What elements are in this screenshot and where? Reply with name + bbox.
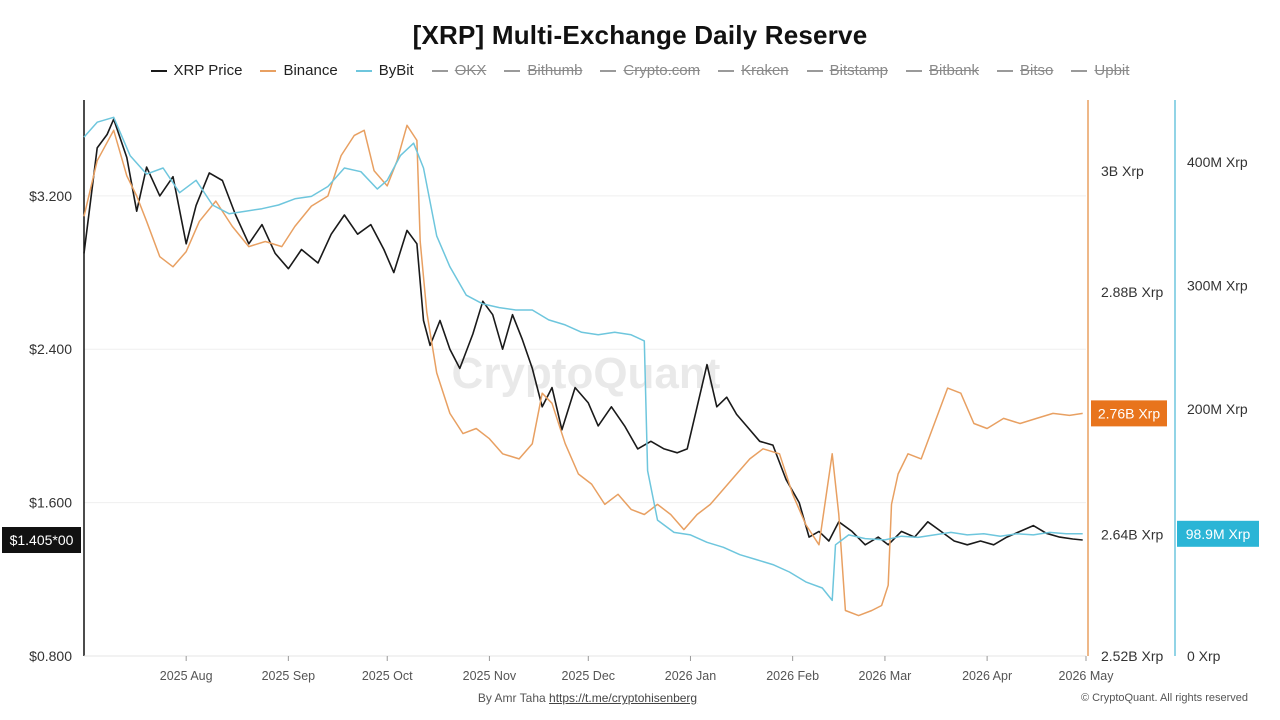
legend-swatch — [260, 69, 277, 72]
legend-label: Bitstamp — [829, 62, 888, 79]
legend-label: Bitbank — [929, 62, 980, 79]
y-tick-label-bybit: 300M Xrp — [1187, 277, 1248, 293]
y-tick-label-price: $3.200 — [29, 188, 72, 204]
legend-item-bybit[interactable]: ByBit — [355, 62, 414, 79]
y-tick-label-price: $1.600 — [29, 495, 72, 511]
y-tick-label-price: $0.800 — [29, 648, 72, 664]
credit-link[interactable]: https://t.me/cryptohisenberg — [549, 691, 698, 705]
series-lines — [83, 116, 1083, 617]
series-line-bybit — [83, 116, 1083, 602]
x-tick-label: 2025 Oct — [362, 669, 413, 683]
badge-bg — [1177, 520, 1259, 547]
badge-label: 98.9M Xrp — [1186, 526, 1251, 542]
legend-item-bitstamp[interactable]: Bitstamp — [806, 62, 888, 79]
current-value-badge-price: $1.405*00 — [2, 527, 81, 554]
legend-item-xrp-price[interactable]: XRP Price — [150, 62, 243, 79]
legend-swatch — [997, 69, 1014, 72]
legend-swatch — [431, 69, 448, 72]
y-tick-label-bybit: 400M Xrp — [1187, 154, 1248, 170]
legend-swatch — [1071, 69, 1088, 72]
axes — [83, 100, 1176, 661]
series-line-xrp-price — [83, 118, 1083, 546]
copyright: © CryptoQuant. All rights reserved — [1080, 692, 1248, 704]
y-tick-label-bybit: 200M Xrp — [1187, 401, 1248, 417]
legend-item-okx[interactable]: OKX — [431, 62, 487, 79]
legend-label: XRP Price — [173, 62, 243, 79]
y-tick-label-price: $2.400 — [29, 341, 72, 357]
series-line-binance — [83, 124, 1083, 617]
legend-swatch — [806, 69, 823, 72]
x-tick-label: 2025 Aug — [160, 669, 213, 683]
x-tick-label: 2026 Feb — [766, 669, 819, 683]
legend-swatch — [355, 69, 372, 72]
legend-swatch — [504, 69, 521, 72]
badge-label: $1.405*00 — [10, 532, 74, 548]
badge-bg — [1091, 400, 1167, 427]
legend-label: Bitso — [1020, 62, 1054, 79]
legend-label: Crypto.com — [623, 62, 701, 79]
x-tick-label: 2026 Mar — [859, 669, 912, 683]
value-badges: $1.405*00 2.76B Xrp 98.9M Xrp — [2, 400, 1259, 554]
legend-swatch — [906, 69, 922, 72]
footer-credit: By Amr Taha https://t.me/cryptohisenberg — [0, 691, 1175, 705]
x-tick-label: 2025 Sep — [262, 669, 316, 683]
x-tick-label: 2026 May — [1059, 669, 1115, 683]
current-value-badge-bybit: 98.9M Xrp — [1177, 520, 1259, 547]
legend-label: Bithumb — [527, 62, 583, 79]
legend-label: ByBit — [378, 62, 414, 79]
chart-title: [XRP] Multi-Exchange Daily Reserve — [412, 20, 868, 50]
y-tick-label-binance: 2.88B Xrp — [1101, 284, 1163, 300]
legend-item-bithumb[interactable]: Bithumb — [504, 62, 582, 79]
legend-item-binance[interactable]: Binance — [260, 62, 338, 79]
watermark: CryptoQuant — [452, 349, 721, 398]
x-tick-label: 2026 Apr — [962, 669, 1012, 683]
legend-item-bitso[interactable]: Bitso — [997, 62, 1053, 79]
y-tick-label-binance: 2.52B Xrp — [1101, 648, 1163, 664]
y-tick-label-binance: 3B Xrp — [1101, 163, 1144, 179]
current-value-badge-binance: 2.76B Xrp — [1091, 400, 1167, 427]
legend-item-kraken[interactable]: Kraken — [718, 62, 789, 79]
legend-label: OKX — [454, 62, 487, 79]
legend: XRP Price Binance ByBit OKX Bithumb Crypto.co… — [0, 62, 1280, 79]
x-tick-label: 2025 Nov — [463, 669, 517, 683]
gridlines — [84, 195, 1086, 657]
x-tick-label: 2026 Jan — [665, 669, 716, 683]
y-tick-label-bybit: 0 Xrp — [1187, 648, 1221, 664]
axis-labels: $0.800 $1.600 $2.400 $3.200 2.52B Xrp 2.64B X… — [29, 154, 1248, 683]
badge-label: 2.76B Xrp — [1098, 405, 1160, 421]
legend-item-upbit[interactable]: Upbit — [1071, 62, 1129, 79]
legend-swatch — [600, 69, 617, 72]
legend-item-bitbank[interactable]: Bitbank — [906, 62, 979, 79]
legend-swatch — [718, 69, 735, 72]
legend-label: Upbit — [1094, 62, 1130, 79]
legend-label: Kraken — [741, 62, 789, 79]
legend-item-crypto-com[interactable]: Crypto.com — [600, 62, 700, 79]
credit-author: By Amr Taha — [477, 691, 546, 705]
x-tick-label: 2025 Dec — [562, 669, 616, 683]
legend-label: Binance — [283, 62, 338, 79]
badge-bg — [2, 527, 81, 554]
y-tick-label-binance: 2.64B Xrp — [1101, 527, 1163, 543]
legend-swatch — [150, 69, 167, 72]
